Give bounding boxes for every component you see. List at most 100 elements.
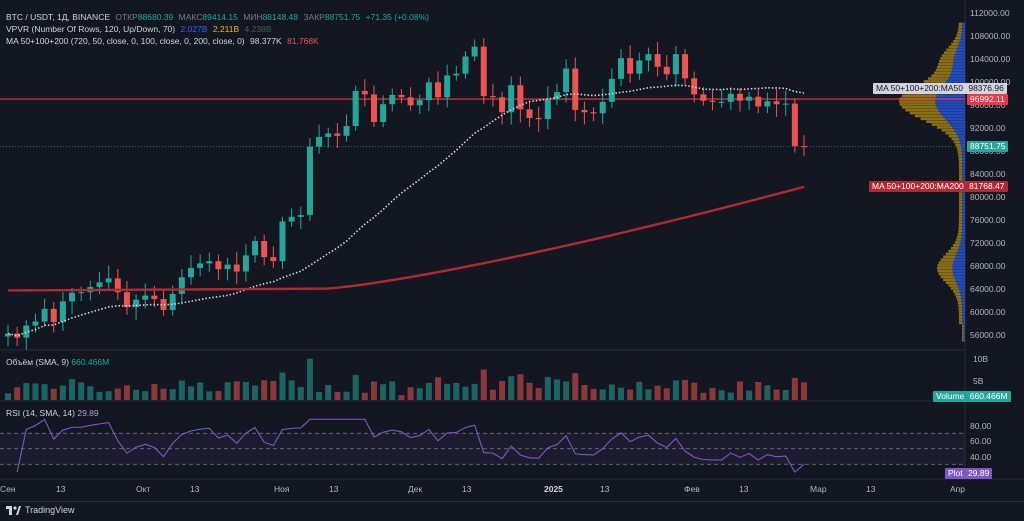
vpvr-row-up <box>962 22 965 26</box>
candle <box>142 295 149 300</box>
vpvr-row-up <box>962 203 965 207</box>
ma200-line <box>7 185 805 292</box>
volume-bar <box>96 391 103 400</box>
vpvr-row-down <box>961 330 964 333</box>
volume-bar <box>535 387 542 400</box>
volume-bar <box>435 377 442 400</box>
volume-label: Объём (SMA, 9) <box>6 357 69 367</box>
volume-bar <box>627 389 634 400</box>
volume-sma-value: 660.466M <box>71 357 110 367</box>
candle <box>407 97 414 106</box>
price-axis-label: 72000.00 <box>970 237 1006 248</box>
vpvr-row-down <box>958 28 962 31</box>
vpvr-row-down <box>958 22 963 26</box>
symbol-name[interactable]: BTC / USDT, 1Д, BINANCE <box>6 12 110 22</box>
vpvr-row-down <box>956 34 962 37</box>
vpvr-row-up <box>963 338 965 342</box>
vpvr-row-down <box>961 324 964 328</box>
volume-bar <box>599 389 606 400</box>
candle <box>608 78 615 102</box>
candle <box>535 117 542 120</box>
candle <box>69 292 76 302</box>
volume-bar <box>288 380 295 400</box>
vpvr-row-down <box>958 172 963 175</box>
vpvr-row-up <box>954 129 965 132</box>
volume-bar <box>123 385 130 400</box>
volume-bar <box>563 381 570 400</box>
vpvr-row-down <box>958 307 963 310</box>
price-axis-label: 84000.00 <box>970 168 1006 179</box>
vpvr-row-up <box>951 71 965 75</box>
vpvr-row-up <box>962 177 965 181</box>
vpvr-row-down <box>957 298 962 302</box>
volume-bar <box>41 384 48 400</box>
vpvr-row-down <box>958 223 963 227</box>
vpvr-row-down <box>957 149 962 152</box>
high-label: МАКС <box>178 12 203 22</box>
vpvr-row-down <box>938 272 954 276</box>
vpvr-row-down <box>943 51 956 54</box>
vpvr-legend[interactable]: VPVR (Number Of Rows, 120, Up/Down, 70) … <box>6 24 274 34</box>
price-axis-label: 56000.00 <box>970 329 1006 340</box>
vpvr-row-up <box>936 94 965 98</box>
candle <box>41 308 48 322</box>
candle <box>380 104 387 122</box>
vpvr-row-up <box>944 117 965 121</box>
vpvr-row-down <box>940 57 954 60</box>
volume-bar <box>343 391 350 400</box>
volume-bar <box>526 382 533 400</box>
vpvr-row-down <box>958 221 963 224</box>
rsi-legend[interactable]: RSI (14, SMA, 14) 29.89 <box>6 408 99 418</box>
volume-bar <box>489 389 496 400</box>
volume-tag: Volume 660.466M <box>933 391 1011 402</box>
ma-legend[interactable]: MA 50+100+200 (720, 50, close, 0, 100, c… <box>6 36 322 46</box>
candle <box>261 241 268 258</box>
vpvr-row-down <box>950 246 959 250</box>
price-axis-label: 68000.00 <box>970 260 1006 271</box>
vpvr-row-up <box>947 120 965 123</box>
volume-bar <box>736 381 743 400</box>
volume-bar <box>444 383 451 400</box>
vpvr-row-down <box>955 143 961 146</box>
vpvr-row-down <box>937 269 953 273</box>
vpvr-row-up <box>938 108 965 112</box>
vpvr-row-down <box>958 212 963 215</box>
volume-bar <box>755 382 762 400</box>
candle <box>645 54 652 61</box>
vpvr-row-down <box>956 146 962 149</box>
volume-bar <box>764 385 771 400</box>
volume-bar <box>14 387 21 400</box>
volume-bar <box>160 388 167 400</box>
volume-bar <box>782 390 789 400</box>
candle <box>791 103 798 147</box>
volume-bar <box>636 381 643 400</box>
vpvr-up: 2.027B <box>180 24 208 34</box>
vpvr-row-down <box>905 108 939 112</box>
vpvr-row-down <box>938 62 953 66</box>
vpvr-row-down <box>958 160 963 164</box>
vpvr-row-up <box>955 278 965 282</box>
vpvr-row-down <box>945 131 957 135</box>
tradingview-logo[interactable]: TradingView <box>6 505 75 515</box>
vpvr-row-down <box>958 166 963 169</box>
vpvr-row-up <box>962 321 965 325</box>
low-label: МИН <box>243 12 263 22</box>
vpvr-row-down <box>937 267 953 270</box>
hline-price-tag[interactable]: 96992.11 <box>967 94 1008 105</box>
close-label: ЗАКР <box>303 12 325 22</box>
open-label: ОТКР <box>115 12 138 22</box>
change-value: +71.35 (+0.08%) <box>365 12 429 22</box>
volume-legend[interactable]: Объём (SMA, 9) 660.466M <box>6 357 109 367</box>
volume-bar <box>618 387 625 400</box>
vpvr-row-down <box>923 80 947 83</box>
candle <box>462 56 469 74</box>
candle <box>206 261 213 264</box>
volume-bar <box>261 380 268 400</box>
vpvr-row-down <box>958 321 963 325</box>
volume-bar <box>480 369 487 400</box>
vpvr-row-up <box>962 166 965 169</box>
volume-bar <box>663 388 670 400</box>
candle <box>78 292 85 294</box>
